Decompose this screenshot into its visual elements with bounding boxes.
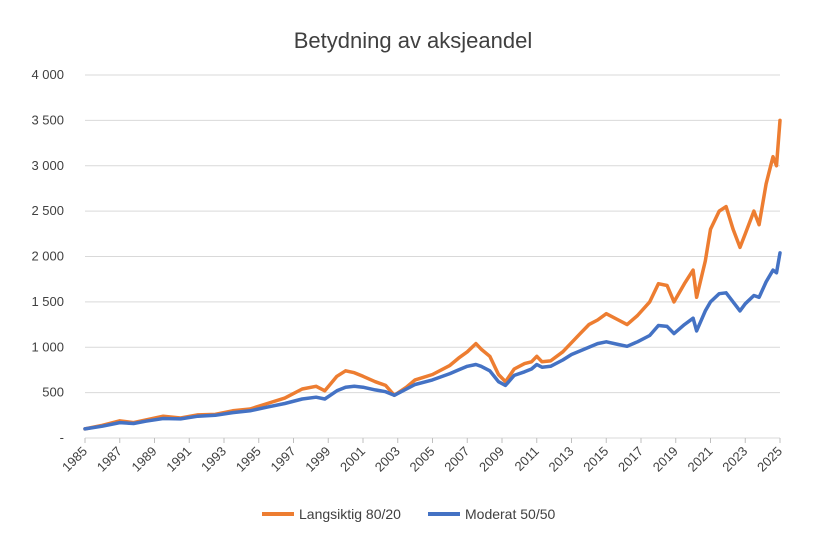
legend-label: Langsiktig 80/20 bbox=[299, 506, 401, 522]
x-tick-label: 2025 bbox=[754, 444, 785, 475]
x-tick-label: 2015 bbox=[580, 444, 611, 475]
x-tick-label: 1989 bbox=[129, 444, 160, 475]
y-tick-label: 2 500 bbox=[31, 203, 64, 218]
y-tick-label: 3 000 bbox=[31, 158, 64, 173]
y-axis-ticks: - 500 1 000 1 500 2 000 2 500 3 000 3 500 4 000 bbox=[31, 67, 64, 445]
series-line-0 bbox=[83, 118, 782, 431]
x-tick-label: 2023 bbox=[719, 444, 750, 475]
y-tick-label: - bbox=[60, 430, 64, 445]
x-tick-label: 1993 bbox=[198, 444, 229, 475]
y-tick-label: 2 000 bbox=[31, 249, 64, 264]
y-tick-label: 3 500 bbox=[31, 112, 64, 127]
legend: Langsiktig 80/20 Moderat 50/50 bbox=[262, 506, 555, 522]
gridlines bbox=[85, 74, 780, 439]
y-tick-label: 1 000 bbox=[31, 339, 64, 354]
x-tick-label: 1991 bbox=[163, 444, 194, 475]
x-tick-label: 1997 bbox=[268, 444, 299, 475]
x-axis-ticks: 1985 1987 1989 1991 1993 1995 1997 1999 2001 2003… bbox=[59, 438, 785, 475]
legend-label: Moderat 50/50 bbox=[465, 506, 555, 522]
x-tick-label: 2021 bbox=[685, 444, 716, 475]
x-tick-label: 2017 bbox=[615, 444, 646, 475]
x-tick-label: 2003 bbox=[372, 444, 403, 475]
x-tick-label: 2019 bbox=[650, 444, 681, 475]
chart-title: Betydning av aksjeandel bbox=[294, 28, 533, 53]
x-tick-label: 1987 bbox=[94, 444, 125, 475]
series-lines bbox=[83, 118, 782, 431]
y-tick-label: 4 000 bbox=[31, 67, 64, 82]
x-tick-label: 2009 bbox=[476, 444, 507, 475]
y-tick-label: 1 500 bbox=[31, 294, 64, 309]
x-tick-label: 1999 bbox=[302, 444, 333, 475]
x-tick-label: 2005 bbox=[407, 444, 438, 475]
x-tick-label: 2007 bbox=[441, 444, 472, 475]
x-tick-label: 2013 bbox=[546, 444, 577, 475]
series-line-1 bbox=[83, 251, 782, 431]
x-tick-label: 2011 bbox=[511, 444, 541, 474]
x-tick-label: 2001 bbox=[337, 444, 368, 475]
x-tick-label: 1995 bbox=[233, 444, 264, 475]
y-tick-label: 500 bbox=[42, 385, 64, 400]
x-tick-label: 1985 bbox=[59, 444, 90, 475]
